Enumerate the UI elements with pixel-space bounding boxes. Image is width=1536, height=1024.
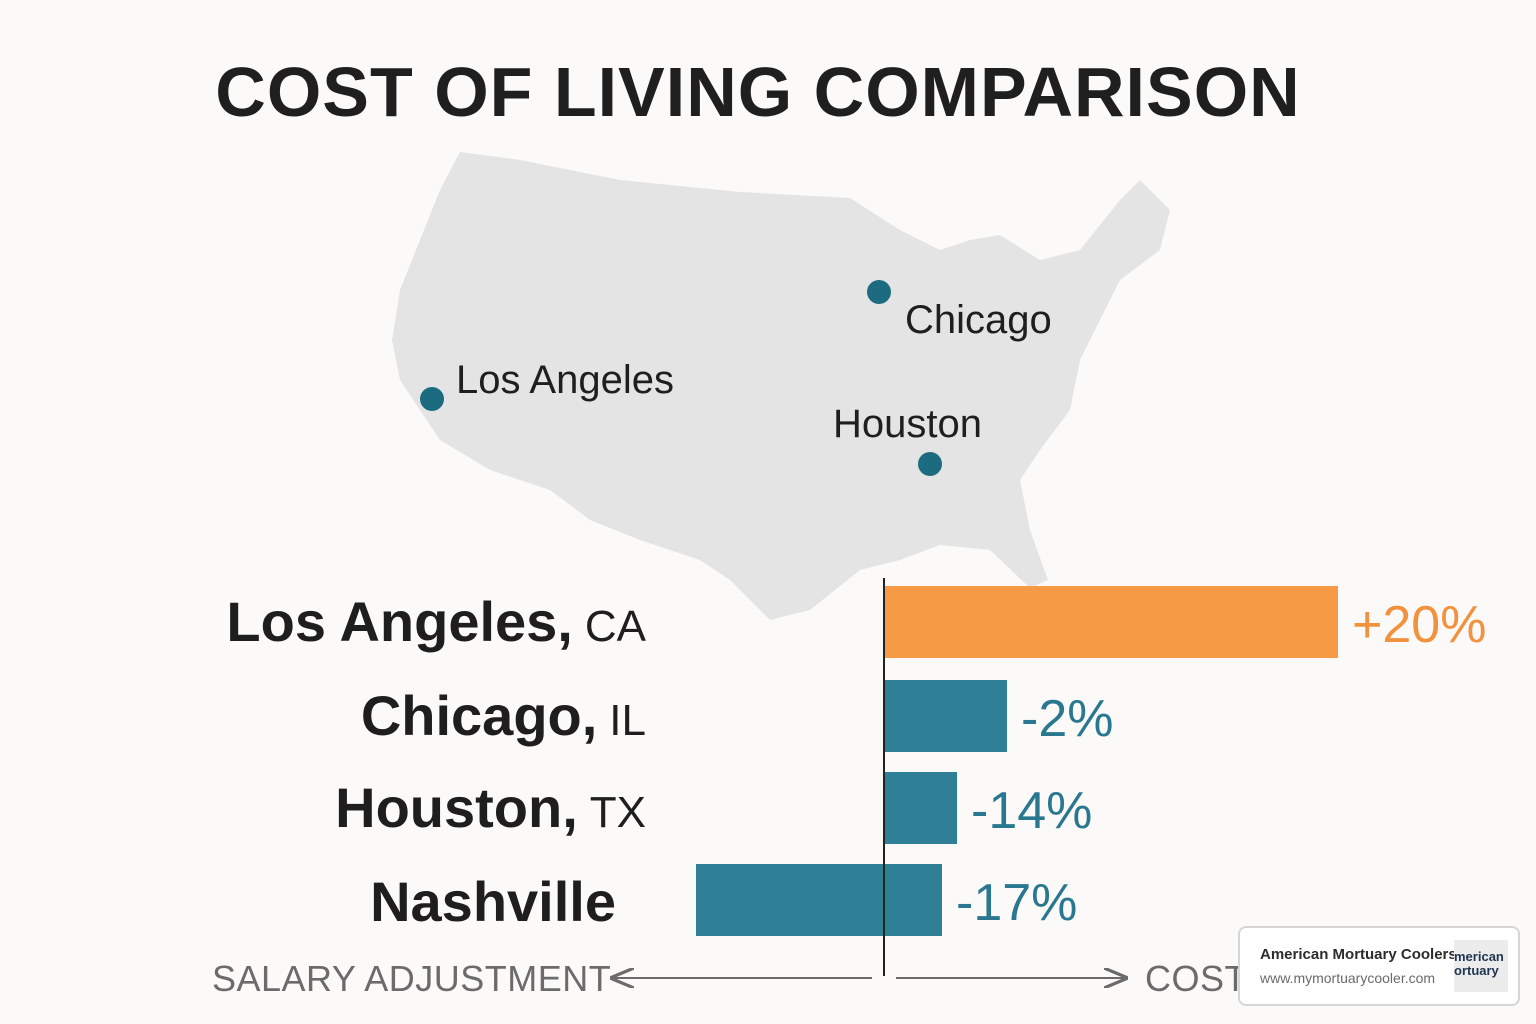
map-label-houston: Houston [833,402,982,446]
brand-logo-text-2: ortuary [1454,963,1499,978]
map-dot-los-angeles [420,387,444,411]
value-label: -14% [971,782,1092,840]
bar-chicago [884,680,1007,752]
brand-badge[interactable]: American Mortuary Coolers www.mymortuary… [1238,926,1520,1006]
brand-logo-text-1: merican [1454,949,1504,964]
bar-nashville [696,864,942,936]
bar-houston [884,772,957,844]
chart-title: COST OF LIVING COMPARISON [215,53,1301,131]
category-state: CA [584,602,646,651]
category-city: Chicago, [360,684,598,747]
value-label: +20% [1352,596,1486,654]
category-city: Nashville [370,870,616,933]
us-map [392,152,1170,620]
map-label-los-angeles: Los Angeles [456,358,674,402]
brand-name: American Mortuary Coolers [1260,946,1457,963]
category-label: Houston, TX [46,780,646,836]
category-label: Chicago, IL [46,688,646,744]
map-dot-houston [918,452,942,476]
bar-los-angeles [884,586,1338,658]
map-label-chicago: Chicago [905,298,1052,342]
axis-label-salary-adjustment: SALARY ADJUSTMENT [212,958,612,999]
axis-label-cost: COST [1145,958,1248,999]
value-label: -17% [956,874,1077,932]
category-city: Los Angeles, [226,590,573,653]
brand-url: www.mymortuarycooler.com [1260,970,1436,986]
map-dot-chicago [867,280,891,304]
category-label: Los Angeles, CA [46,594,646,650]
category-city: Houston, [335,776,578,839]
value-label: -2% [1021,690,1113,748]
category-label: Nashville [16,874,616,930]
us-land-shape [392,152,1170,620]
category-state: TX [589,788,646,837]
category-state: IL [609,696,646,745]
brand-logo: merican ortuary [1454,940,1508,992]
